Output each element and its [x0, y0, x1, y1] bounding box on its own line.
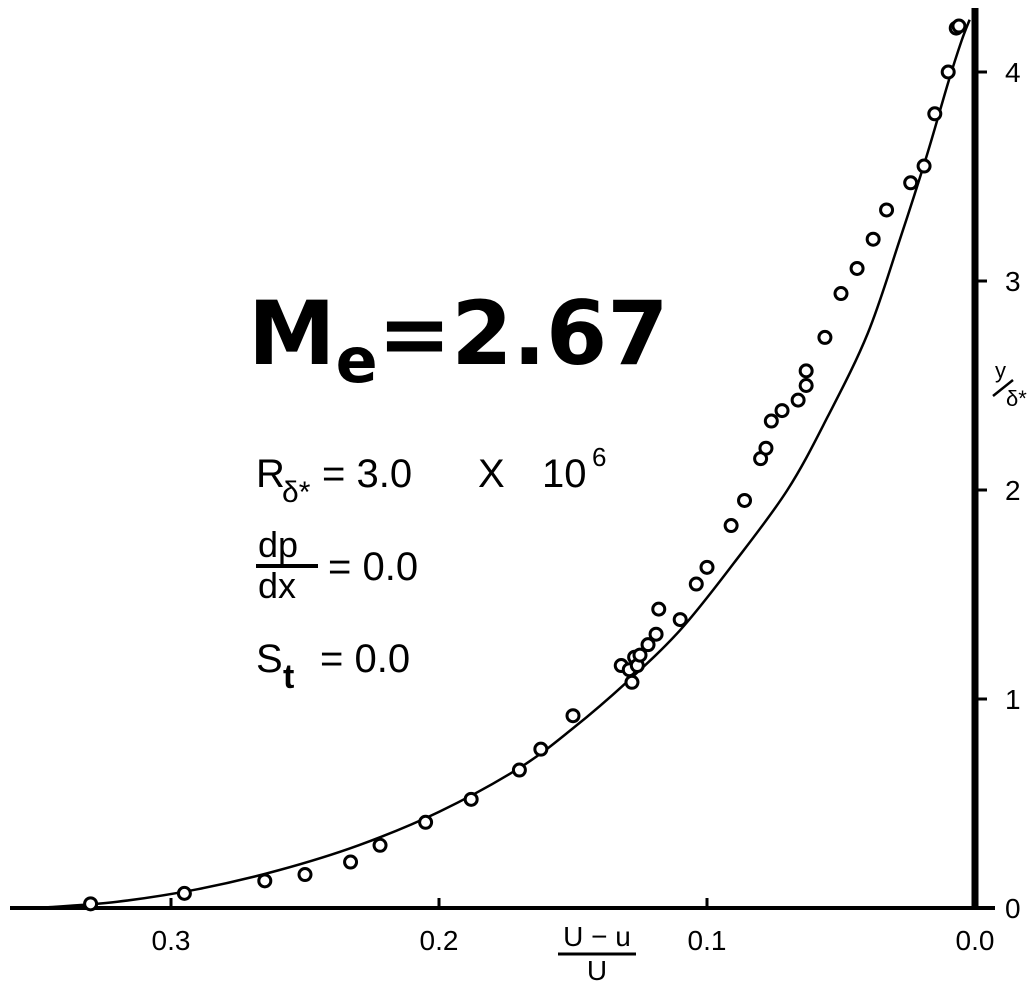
y-label-fraction-bar [992, 379, 1014, 397]
data-point [723, 518, 739, 534]
data-point [297, 867, 313, 883]
y-label-numerator: y [995, 358, 1006, 383]
st-value: = 0.0 [320, 637, 410, 681]
x-axis-label: U − u U [558, 921, 636, 982]
data-point [817, 329, 833, 345]
data-point [833, 286, 849, 302]
data-point [257, 873, 273, 889]
data-point [372, 837, 388, 853]
data-point [463, 791, 479, 807]
data-point [648, 626, 664, 642]
title-rest: =2.67 [378, 282, 669, 385]
y-label-denominator: δ* [1006, 386, 1027, 411]
ticks-layer: 0.3 0.2 0.1 0.0 0 1 2 3 4 [152, 57, 1021, 956]
fitted-curve-layer [36, 19, 971, 910]
fitted-curve [36, 19, 971, 910]
data-point [849, 260, 865, 276]
y-tick-label: 1 [1005, 684, 1021, 715]
y-tick-label: 4 [1005, 57, 1021, 88]
x-tick-label: 0.3 [152, 925, 191, 956]
data-point [624, 674, 640, 690]
pressure-gradient-value: = 0.0 [328, 545, 418, 589]
x-tick-label: 0.0 [956, 925, 995, 956]
data-point [916, 158, 932, 174]
x-label-numerator: U − u [563, 921, 631, 952]
data-point [688, 576, 704, 592]
chart-title: Me=2.67 [248, 282, 669, 397]
data-point [533, 741, 549, 757]
data-point [565, 708, 581, 724]
data-point [758, 440, 774, 456]
data-point [798, 363, 814, 379]
data-point [774, 403, 790, 419]
reynolds-base: 10 [542, 452, 587, 496]
reynolds-exponent: 6 [592, 442, 606, 472]
data-point [418, 814, 434, 830]
y-tick-label: 0 [1005, 893, 1021, 924]
title-subscript: e [336, 324, 378, 397]
data-point [865, 231, 881, 247]
pressure-gradient-annotation: dp dx = 0.0 [256, 524, 418, 606]
data-point [903, 175, 919, 191]
data-point [640, 637, 656, 653]
data-point [940, 64, 956, 80]
reynolds-symbol: R [256, 452, 285, 496]
reynolds-annotation: R δ* = 3.0 X 10 6 [256, 442, 606, 509]
data-point [651, 601, 667, 617]
data-point [737, 492, 753, 508]
data-point [879, 202, 895, 218]
axes [10, 8, 995, 910]
y-axis-label: y δ* [992, 358, 1027, 411]
data-point [511, 762, 527, 778]
reynolds-times: X [478, 452, 505, 496]
x-tick-label: 0.1 [688, 925, 727, 956]
x-label-denominator: U [587, 955, 607, 982]
dp-numerator: dp [258, 524, 298, 565]
x-tick-label: 0.2 [420, 925, 459, 956]
data-point [927, 106, 943, 122]
data-point [951, 18, 967, 34]
y-tick-label: 3 [1005, 266, 1021, 297]
data-point [790, 392, 806, 408]
dx-denominator: dx [258, 565, 296, 606]
data-point [672, 612, 688, 628]
data-point [343, 854, 359, 870]
data-point [763, 413, 779, 429]
data-points-layer [83, 18, 967, 912]
st-subscript: t [283, 658, 294, 696]
reynolds-subscript: δ* [282, 476, 311, 509]
title-main: M [248, 282, 336, 385]
data-point [83, 896, 99, 912]
reynolds-value: = 3.0 [322, 452, 412, 496]
st-symbol: S [256, 637, 283, 681]
data-point [699, 559, 715, 575]
st-annotation: S t = 0.0 [256, 637, 410, 696]
data-point [798, 378, 814, 393]
y-tick-label: 2 [1005, 475, 1021, 506]
data-point [176, 885, 192, 901]
data-point [632, 647, 648, 663]
